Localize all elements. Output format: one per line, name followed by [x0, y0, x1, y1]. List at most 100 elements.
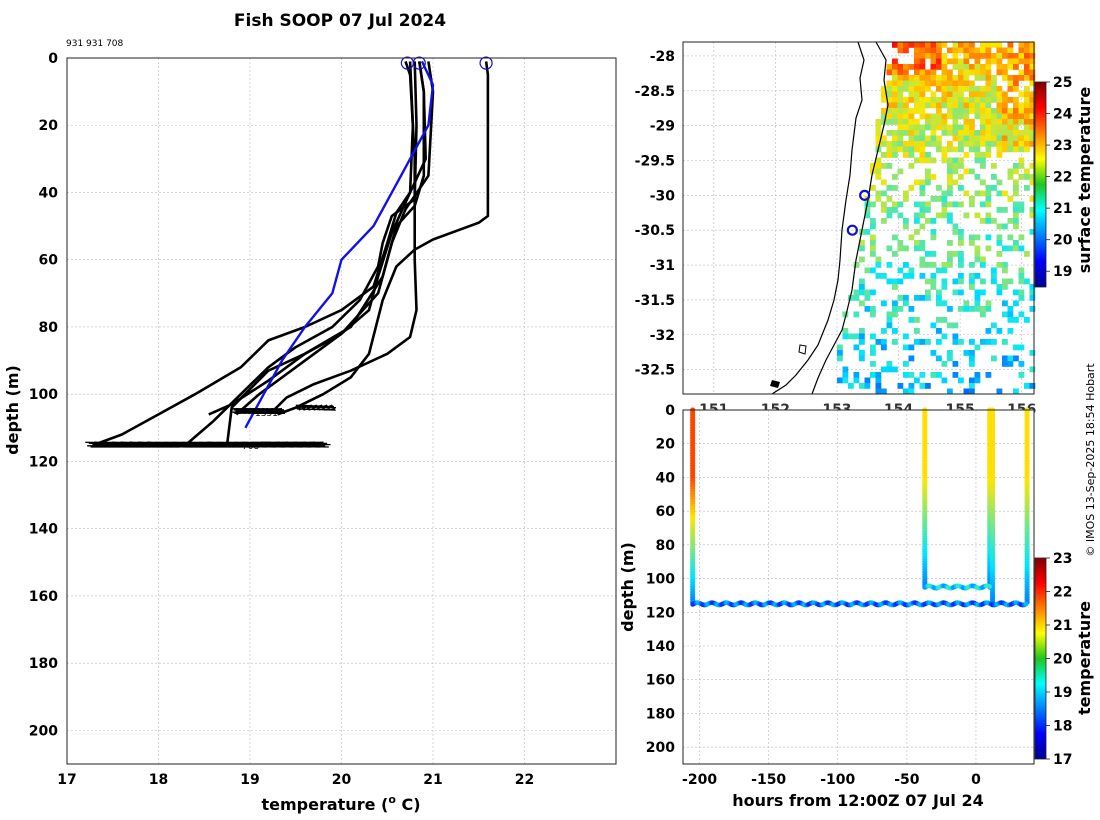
- profile-x-ticks: 17 18 19 20 21 22: [57, 772, 534, 788]
- section-colorbar-tick-label: 21: [1053, 618, 1072, 634]
- sst-cell: [919, 130, 926, 136]
- sst-cell: [930, 47, 937, 54]
- sst-cell: [947, 212, 953, 219]
- sst-cell: [952, 289, 959, 296]
- sst-cell: [930, 69, 937, 76]
- sst-cell: [963, 306, 970, 312]
- sst-cell: [897, 47, 904, 54]
- map-colorbar-tick-label: 25: [1053, 75, 1072, 91]
- sst-cell: [897, 201, 904, 208]
- sst-cell: [930, 322, 937, 329]
- x-tick-label: 19: [240, 772, 259, 788]
- sst-cell: [1002, 69, 1008, 76]
- sst-cell: [980, 289, 986, 296]
- sst-cell: [958, 174, 964, 180]
- sst-cell: [908, 97, 915, 103]
- sst-cell: [980, 262, 986, 268]
- sst-cell: [892, 174, 898, 180]
- sst-cell: [1007, 97, 1014, 103]
- sst-cell: [963, 53, 970, 59]
- sst-cell: [930, 97, 937, 103]
- sst-cell: [974, 102, 981, 109]
- sst-cell: [980, 201, 986, 208]
- sst-cell: [925, 86, 931, 92]
- sst-cell: [897, 91, 904, 98]
- sst-cell: [908, 267, 915, 274]
- sst-cell: [892, 135, 898, 142]
- sst-cell: [930, 130, 937, 136]
- sst-cell: [985, 306, 992, 312]
- sst-cell: [903, 97, 909, 103]
- sst-cell: [914, 295, 920, 301]
- platform-ids: 931 931 708: [66, 39, 124, 49]
- sst-cell: [952, 229, 959, 235]
- sst-cell: [991, 185, 997, 191]
- sst-cell: [958, 86, 964, 92]
- section-colorbar-tick-label: 18: [1053, 719, 1072, 735]
- sst-cell: [1018, 234, 1025, 241]
- sst-cell: [842, 333, 849, 340]
- sst-cell: [996, 141, 1003, 147]
- sst-cell: [980, 141, 986, 147]
- sst-cell: [892, 86, 898, 92]
- sst-cell: [925, 152, 931, 158]
- sst-cell: [881, 218, 887, 224]
- sst-cell: [980, 278, 986, 285]
- sst-cell: [1002, 47, 1008, 54]
- sst-cell: [897, 130, 904, 136]
- sst-cell: [919, 86, 926, 92]
- profile-line: [225, 61, 427, 445]
- sst-cell: [886, 64, 893, 70]
- sst-cell: [853, 372, 860, 378]
- sst-cell: [892, 152, 898, 158]
- sst-cell: [886, 141, 893, 147]
- sst-cell: [974, 86, 981, 92]
- sst-cell: [903, 152, 909, 158]
- section-y-tick-label: 100: [646, 572, 675, 588]
- sst-cell: [875, 174, 882, 180]
- sst-cell: [1007, 64, 1014, 70]
- y-tick-label: 60: [39, 253, 59, 269]
- sst-cell: [947, 69, 953, 76]
- sst-cell: [936, 196, 942, 202]
- sst-cell: [881, 163, 887, 169]
- sst-cell: [930, 53, 937, 59]
- sst-cell: [958, 47, 964, 54]
- sst-cell: [1007, 311, 1014, 318]
- sst-cell: [947, 113, 953, 120]
- section-y-tick-label: 200: [646, 740, 675, 756]
- sst-cell: [892, 328, 898, 334]
- sst-cell: [991, 218, 997, 224]
- sst-cell: [1024, 102, 1030, 109]
- sst-cell: [1002, 135, 1008, 142]
- sst-cell: [1029, 366, 1036, 373]
- section-x-tick-label: -150: [751, 772, 786, 788]
- sst-cell: [1013, 245, 1019, 252]
- sst-cell: [974, 234, 981, 241]
- sst-cell: [974, 344, 981, 351]
- sst-cell: [991, 163, 997, 169]
- sst-cell: [980, 157, 986, 164]
- sst-cell: [1024, 124, 1030, 131]
- sst-cell: [837, 355, 843, 362]
- sst-cell: [969, 119, 975, 125]
- y-tick-label: 0: [48, 51, 58, 67]
- sst-cell: [897, 69, 904, 76]
- section-y-tick-label: 60: [656, 504, 676, 520]
- sst-cell: [974, 108, 981, 114]
- sst-cell: [1013, 240, 1019, 246]
- sst-cell: [914, 42, 920, 48]
- sst-cell: [958, 163, 964, 169]
- sst-cell: [1002, 190, 1008, 197]
- sst-cell: [919, 262, 926, 268]
- sst-cell: [925, 289, 931, 296]
- section-colorbar: [1034, 557, 1047, 760]
- sst-cell: [958, 146, 964, 153]
- sst-cell: [952, 130, 959, 136]
- sst-cell: [930, 91, 937, 98]
- sst-cell: [991, 355, 997, 362]
- sst-cell: [892, 300, 898, 307]
- profile-series: [85, 60, 490, 448]
- sst-cell: [853, 311, 860, 318]
- sst-cell: [969, 339, 975, 345]
